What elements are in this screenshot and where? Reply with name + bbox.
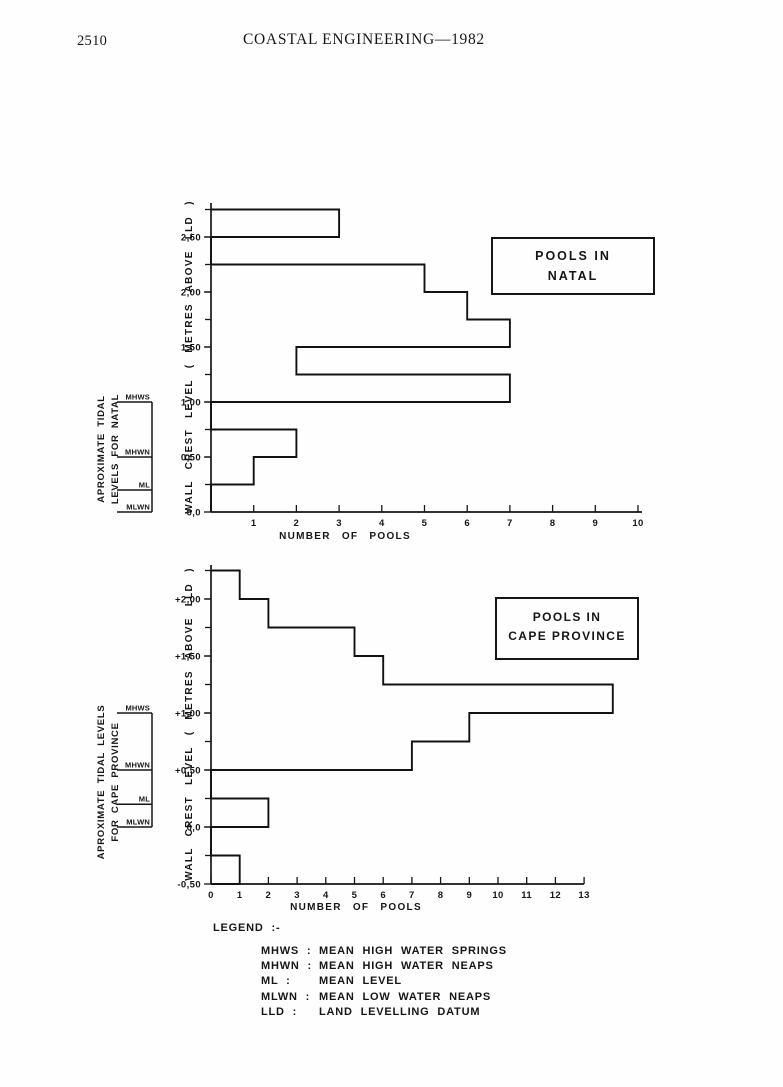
- x-axis-title: NUMBER OF POOLS: [290, 902, 422, 913]
- x-tick-label: 2: [266, 890, 272, 901]
- legend-definition: LAND LEVELLING DATUM: [319, 1005, 481, 1018]
- cape-title-line2: CAPE PROVINCE: [508, 629, 626, 644]
- natal-title-line1: POOLS IN: [535, 249, 611, 263]
- x-tick-label: 2: [294, 518, 300, 529]
- y-tick-label: -0,50: [177, 880, 201, 891]
- legend-term: ML :: [261, 975, 291, 988]
- x-tick-label: 3: [336, 518, 342, 529]
- x-tick-label: 9: [466, 890, 472, 901]
- x-tick-label: 6: [464, 518, 470, 529]
- tidal-level-label: MHWN: [125, 761, 150, 770]
- x-tick-label: 4: [323, 890, 329, 901]
- y-tick-label: +2,00: [175, 595, 201, 606]
- tidal-scale-title: LEVELS FOR NATAL: [110, 394, 121, 504]
- natal-histogram-outline: [210, 208, 511, 512]
- legend-row: MHWS : MEAN HIGH WATER SPRINGS: [261, 944, 507, 959]
- cape-chart-title-box: POOLS IN CAPE PROVINCE: [495, 597, 639, 660]
- natal-title-line2: NATAL: [547, 269, 599, 283]
- legend-term: MHWN :: [261, 960, 312, 973]
- x-tick-label: 6: [380, 890, 386, 901]
- x-tick-label: 5: [352, 890, 358, 901]
- y-tick-label: 0,0: [187, 508, 201, 519]
- x-tick-label: 10: [632, 518, 643, 529]
- legend-title: LEGEND :-: [213, 922, 281, 934]
- x-tick-label: 10: [492, 890, 503, 901]
- tidal-scale-title: APROXIMATE TIDAL LEVELS: [96, 705, 107, 860]
- y-tick-label: +1,50: [175, 652, 201, 663]
- tidal-level-label: MLWN: [126, 503, 150, 512]
- legend-row: MHWN : MEAN HIGH WATER NEAPS: [261, 959, 507, 974]
- y-tick-label: +1,00: [175, 709, 201, 720]
- legend-term: MLWN :: [261, 990, 311, 1003]
- legend-row: ML : MEAN LEVEL: [261, 974, 507, 989]
- legend-definition: MEAN HIGH WATER SPRINGS: [319, 945, 507, 957]
- cape-title-line1: POOLS IN: [532, 610, 602, 624]
- tidal-scale-title: APROXIMATE TIDAL: [96, 395, 107, 502]
- natal-chart-title-box: POOLS IN NATAL: [491, 237, 655, 295]
- x-axis-title: NUMBER OF POOLS: [279, 531, 411, 542]
- page-header-title: COASTAL ENGINEERING—1982: [243, 31, 485, 48]
- y-tick-label: +0,50: [175, 766, 201, 777]
- page-number: 2510: [77, 33, 108, 49]
- x-tick-label: 8: [550, 518, 556, 529]
- x-tick-label: 9: [592, 518, 598, 529]
- x-tick-label: 1: [237, 890, 243, 901]
- tidal-level-label: MHWS: [125, 393, 150, 402]
- x-tick-label: 11: [521, 890, 532, 901]
- tidal-level-label: MLWN: [126, 818, 150, 827]
- tidal-level-label: ML: [139, 795, 150, 804]
- x-tick-label: 13: [578, 890, 589, 901]
- y-tick-label: 0,50: [181, 453, 201, 464]
- x-tick-label: 3: [294, 890, 300, 901]
- y-tick-label: 1,00: [181, 398, 201, 409]
- x-tick-label: 12: [550, 890, 561, 901]
- legend-definition: MEAN LEVEL: [319, 975, 402, 988]
- tidal-level-label: ML: [139, 481, 150, 490]
- legend-row: LLD : LAND LEVELLING DATUM: [261, 1005, 507, 1020]
- tidal-level-label: MHWS: [125, 704, 150, 713]
- x-tick-label: 5: [422, 518, 428, 529]
- legend-definition: MEAN HIGH WATER NEAPS: [319, 960, 494, 973]
- cape-province-histogram-outline: [210, 569, 614, 885]
- x-tick-label: 1: [251, 518, 257, 529]
- y-axis-title: WALL CREST LEVEL ( METRES ABOVE LLD ): [184, 200, 195, 514]
- y-tick-label: 0,0: [187, 823, 201, 834]
- y-tick-label: 2,00: [181, 288, 201, 299]
- x-tick-label: 8: [438, 890, 444, 901]
- y-tick-label: 2,50: [181, 233, 201, 244]
- x-tick-label: 7: [409, 890, 415, 901]
- legend-rows: MHWS : MEAN HIGH WATER SPRINGS MHWN : MEAN …: [213, 944, 507, 1020]
- x-tick-label: 0: [208, 890, 214, 901]
- y-tick-label: 1,50: [181, 343, 201, 354]
- tidal-level-label: MHWN: [125, 448, 150, 457]
- y-axis-title: WALL CREST LEVEL ( METRES ABOVE LLD ): [184, 567, 195, 881]
- legend-term: LLD :: [261, 1005, 298, 1018]
- legend: LEGEND :- MHWS : MEAN HIGH WATER SPRINGS M…: [213, 922, 507, 1020]
- x-tick-label: 4: [379, 518, 385, 529]
- legend-row: MLWN : MEAN LOW WATER NEAPS: [261, 990, 507, 1005]
- x-tick-label: 7: [507, 518, 513, 529]
- legend-definition: MEAN LOW WATER NEAPS: [319, 990, 492, 1003]
- tidal-scale-title: FOR CAPE PROVINCE: [110, 722, 121, 841]
- legend-term: MHWS :: [261, 945, 312, 957]
